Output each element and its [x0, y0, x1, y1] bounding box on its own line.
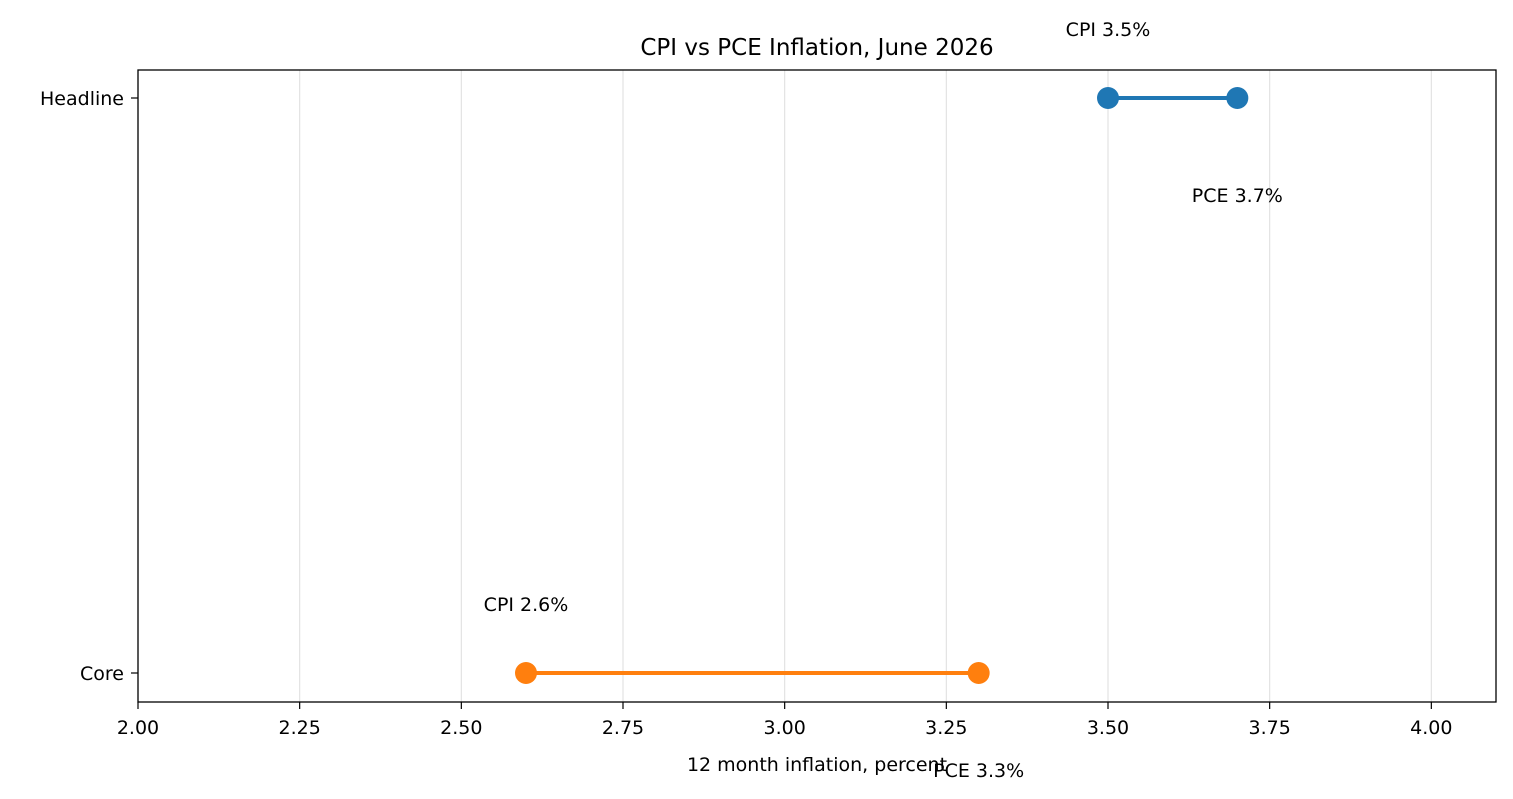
x-tick-label: 2.75 [602, 717, 644, 739]
cpi-annotation: CPI 2.6% [484, 594, 569, 616]
x-axis-label: 12 month inflation, percent [687, 754, 947, 776]
x-tick-label: 2.50 [440, 717, 482, 739]
chart-title: CPI vs PCE Inflation, June 2026 [640, 35, 993, 61]
x-tick-label: 3.00 [764, 717, 806, 739]
cpi-point [1097, 87, 1119, 109]
y-tick-label: Headline [40, 88, 124, 110]
plot-frame [137, 69, 1497, 703]
pce-point [967, 662, 990, 684]
x-tick-label: 2.25 [279, 717, 321, 739]
axis-layer: 2.00 2.25 2.50 2.75 3.00 3.25 3.50 3.75 4.00 Head… [40, 88, 1452, 739]
x-tick-label: 3.75 [1249, 717, 1291, 739]
y-tick-label: Core [80, 663, 124, 685]
x-tick-label: 3.50 [1087, 717, 1129, 739]
pce-annotation: PCE 3.3% [933, 760, 1024, 782]
x-tick-label: 4.00 [1410, 717, 1452, 739]
series-layer [515, 87, 1249, 684]
pce-point [1226, 87, 1249, 109]
x-tick-label: 3.25 [925, 717, 967, 739]
x-tick-label: 2.00 [117, 717, 159, 739]
cpi-annotation: CPI 3.5% [1066, 19, 1151, 41]
annotation-layer: CPI 3.5% PCE 3.7% CPI 2.6% PCE 3.3% [484, 19, 1283, 782]
pce-annotation: PCE 3.7% [1192, 185, 1283, 207]
cpi-point [515, 662, 537, 684]
grid-layer [137, 70, 1432, 702]
